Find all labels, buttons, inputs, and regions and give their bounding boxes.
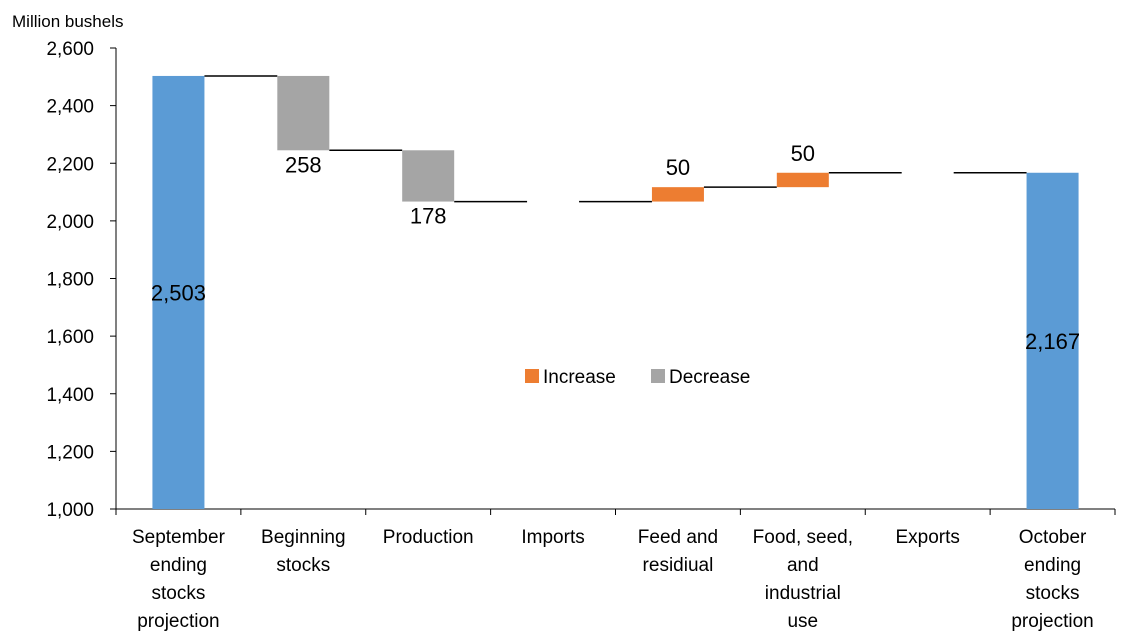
increase-bar	[652, 187, 704, 201]
legend-swatch	[651, 369, 665, 383]
x-tick-label: Production	[383, 527, 474, 548]
y-tick-label: 2,200	[46, 154, 94, 175]
y-tick-label: 2,600	[46, 39, 94, 60]
y-tick-label: 2,000	[46, 212, 94, 233]
y-tick-label: 1,200	[46, 442, 94, 463]
decrease-bar	[402, 150, 454, 201]
legend-label: Decrease	[669, 367, 750, 388]
x-tick-label: Exports	[895, 527, 959, 548]
y-tick-label: 1,600	[46, 327, 94, 348]
x-tick-label: Feed and residiual	[638, 527, 718, 576]
data-label: 50	[791, 141, 815, 166]
x-tick-label: September ending stocks projection	[132, 527, 226, 631]
data-label: 2,503	[151, 280, 206, 305]
decrease-bar	[277, 76, 329, 150]
legend-swatch	[525, 369, 539, 383]
legend-label: Increase	[543, 367, 616, 388]
increase-bar	[777, 173, 829, 187]
x-tick-label: Food, seed, and industrial use	[753, 527, 853, 631]
y-tick-label: 1,000	[46, 500, 94, 521]
x-tick-label: October ending stocks projection	[1011, 527, 1093, 631]
data-label: 50	[666, 155, 690, 180]
data-label: 178	[410, 204, 447, 229]
data-label: 2,167	[1025, 329, 1080, 354]
x-tick-label: Beginning stocks	[261, 527, 346, 576]
y-tick-label: 1,400	[46, 385, 94, 406]
y-axis-title: Million bushels	[12, 12, 124, 31]
y-tick-label: 1,800	[46, 270, 94, 291]
data-label: 258	[285, 152, 322, 177]
y-tick-label: 2,400	[46, 97, 94, 118]
x-tick-label: Imports	[521, 527, 584, 548]
